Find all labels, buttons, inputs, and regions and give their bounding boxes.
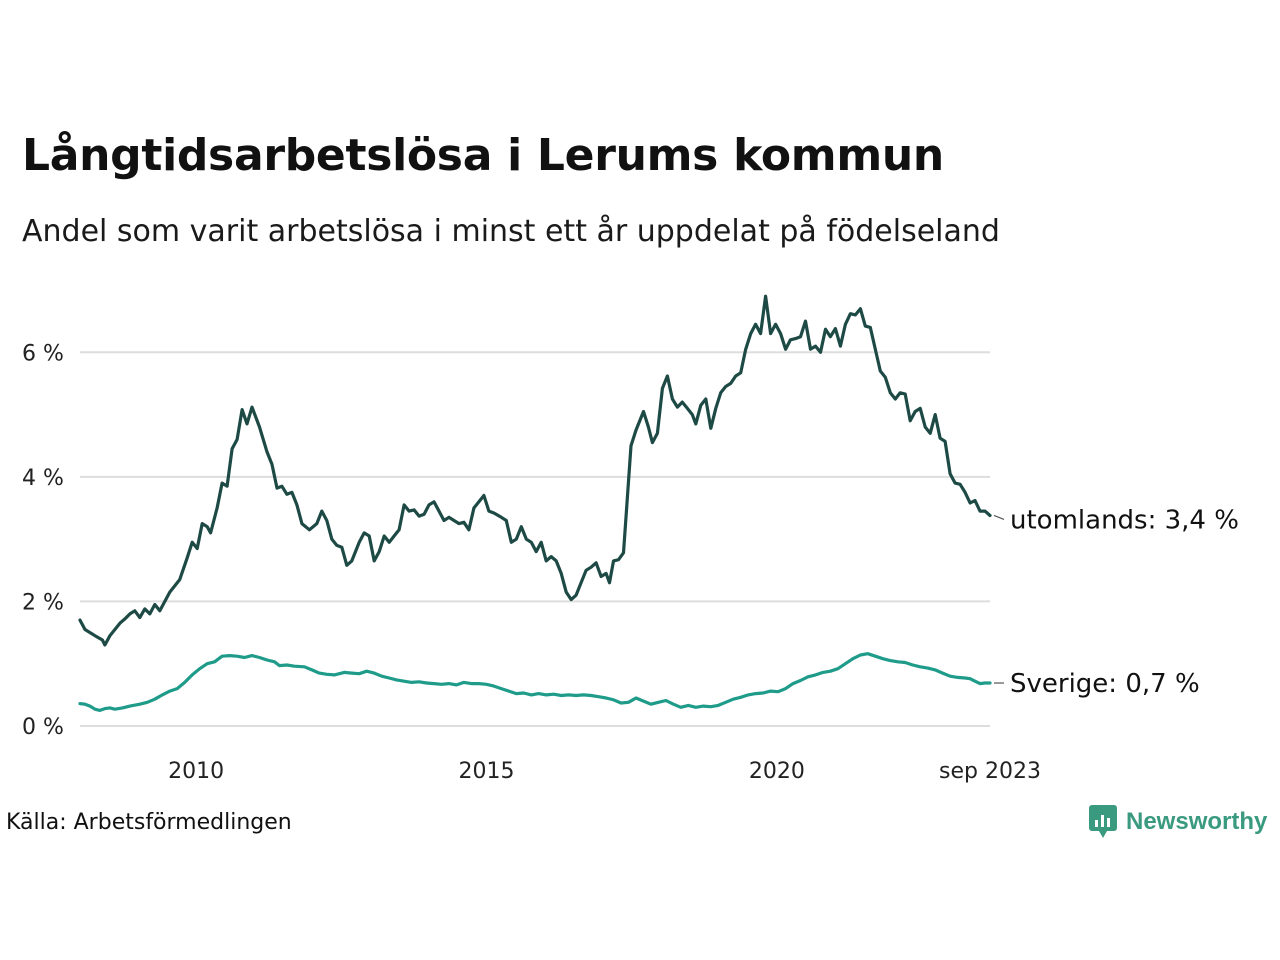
newsworthy-icon	[1089, 805, 1117, 838]
brand-name: Newsworthy	[1126, 808, 1268, 835]
y-tick-label: 6 %	[22, 341, 64, 366]
x-tick-label: sep 2023	[939, 759, 1041, 784]
series-line-utomlands	[78, 294, 992, 647]
y-tick-label: 2 %	[22, 590, 64, 615]
x-tick-label: 2010	[168, 759, 224, 784]
x-tick-label: 2020	[749, 759, 805, 784]
series-end-label-sverige: Sverige: 0,7 %	[1010, 669, 1200, 699]
x-tick-label: 2015	[459, 759, 515, 784]
brand-logo: Newsworthy	[1088, 804, 1267, 840]
chart-title: Långtidsarbetslösa i Lerums kommun	[22, 130, 944, 181]
source-note: Källa: Arbetsförmedlingen	[6, 810, 292, 835]
end-label-leader-utomlands	[993, 514, 1005, 521]
series-line-sverige	[78, 652, 992, 712]
series-end-label-utomlands: utomlands: 3,4 %	[1010, 505, 1239, 535]
y-tick-label: 0 %	[22, 715, 64, 740]
y-tick-label: 4 %	[22, 466, 64, 491]
chart-subtitle: Andel som varit arbetslösa i minst ett å…	[22, 214, 1000, 249]
